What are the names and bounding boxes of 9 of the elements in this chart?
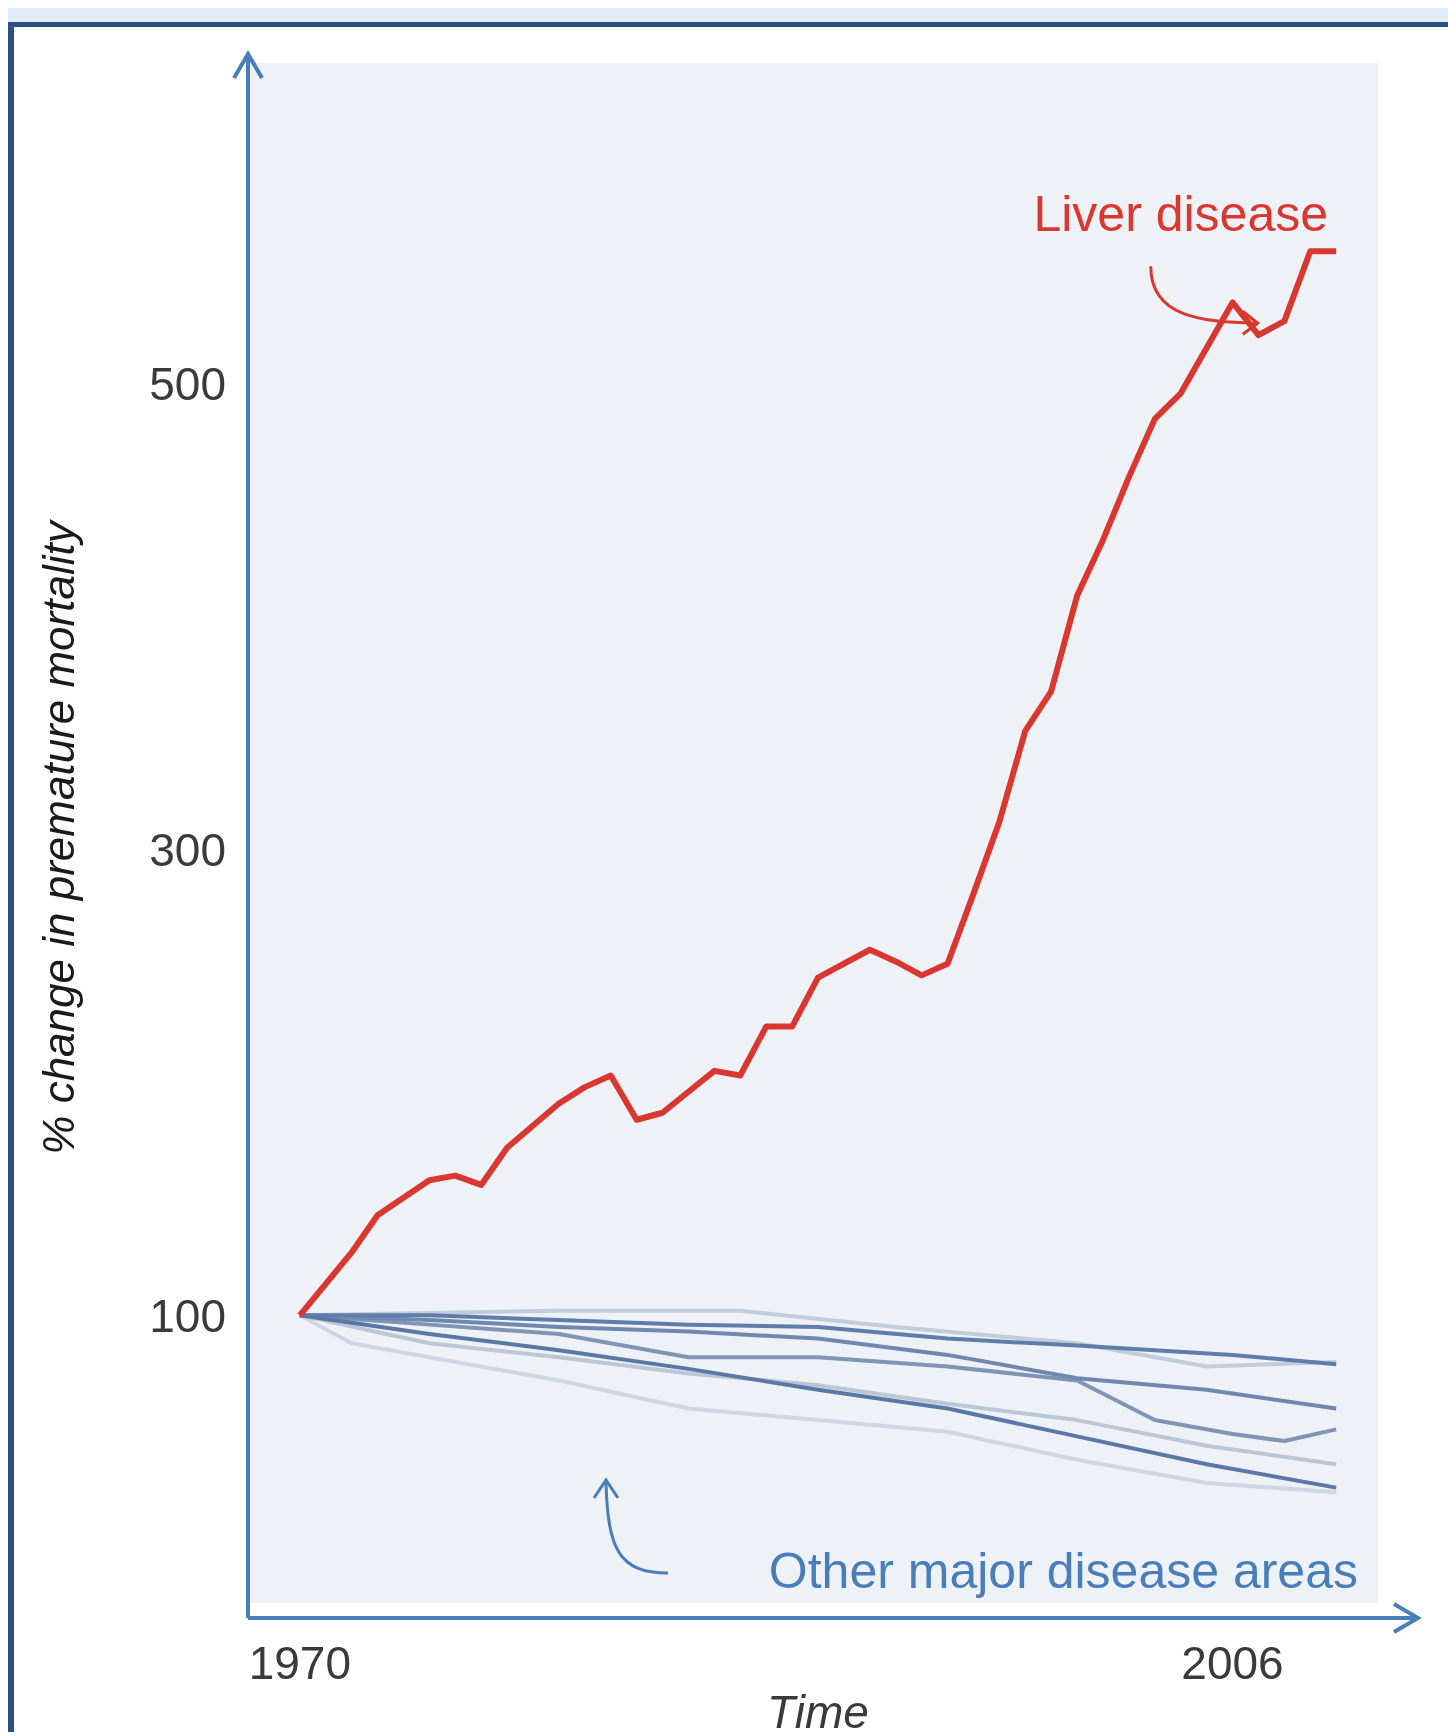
- y-tick-label: 500: [149, 358, 226, 411]
- y-axis-title: % change in premature mortality: [33, 518, 83, 1155]
- annotation: Other major disease areas: [768, 1543, 1358, 1599]
- y-tick-label: 100: [149, 1289, 226, 1342]
- x-tick-label: 2006: [1181, 1636, 1284, 1689]
- y-tick-label: 300: [149, 823, 226, 876]
- series-label: Liver disease: [1033, 186, 1329, 243]
- x-tick-label: 1970: [248, 1636, 351, 1689]
- x-axis-title: Time: [767, 1686, 869, 1736]
